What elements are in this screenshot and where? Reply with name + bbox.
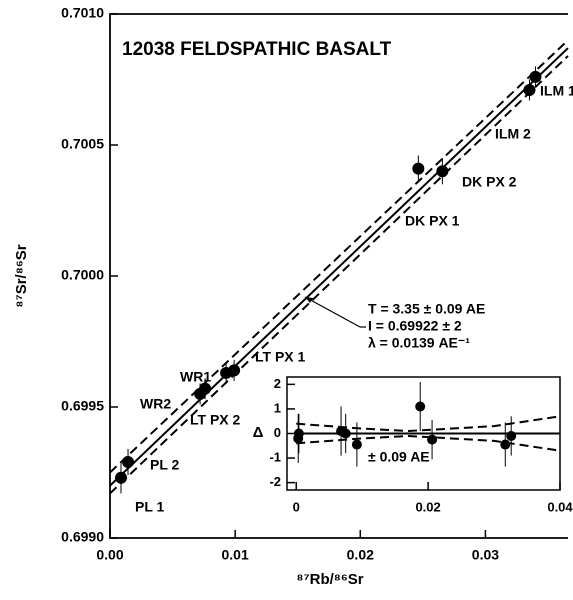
data-point	[427, 434, 438, 445]
x-tick-label: 0.03	[472, 547, 499, 563]
point-label: ILM 2	[495, 126, 531, 142]
point-label: WR1	[180, 369, 211, 385]
point-label: WR2	[140, 396, 171, 412]
x-tick-label: 0.04	[547, 499, 573, 514]
x-tick-label: 0.02	[347, 547, 374, 563]
data-point	[228, 364, 241, 377]
data-point	[340, 428, 351, 439]
point-label: PL 2	[150, 457, 180, 473]
data-point	[500, 439, 511, 450]
data-point	[523, 83, 536, 96]
point-label: PL 1	[135, 499, 165, 515]
fit-line	[109, 47, 569, 487]
x-tick-label: 0.01	[222, 547, 249, 563]
x-tick-label: 0	[293, 499, 300, 514]
x-tick-label: 0.02	[415, 499, 440, 514]
annotation: I = 0.69922 ± 2	[368, 318, 462, 334]
x-tick-label: 0.00	[96, 547, 123, 563]
data-point	[199, 382, 212, 395]
point-label: DK PX 1	[405, 213, 460, 229]
y-tick-label: 0.7005	[61, 136, 104, 152]
point-label: LT PX 1	[255, 349, 306, 365]
point-label: LT PX 2	[190, 412, 241, 428]
fit-line	[109, 55, 569, 495]
y-axis-label: Δ	[253, 424, 264, 441]
y-tick-label: 2	[274, 376, 281, 391]
chart-title: 12038 FELDSPATHIC BASALT	[122, 39, 392, 60]
point-label: DK PX 2	[462, 174, 517, 190]
fit-line	[109, 39, 569, 474]
data-point	[436, 165, 449, 178]
data-point	[412, 162, 425, 175]
annotation-leader	[304, 296, 361, 328]
y-axis-label: ⁸⁷Sr/⁸⁶Sr	[13, 244, 30, 307]
data-point	[506, 430, 517, 441]
y-tick-label: -1	[269, 450, 281, 465]
data-point	[122, 456, 135, 469]
y-tick-label: -2	[269, 474, 281, 489]
y-tick-label: 1	[274, 400, 281, 415]
y-tick-label: 0.7000	[61, 267, 104, 283]
y-tick-label: 0.6995	[61, 398, 104, 414]
x-axis-label: ⁸⁷Rb/⁸⁶Sr	[296, 571, 363, 588]
data-point	[529, 70, 542, 83]
data-point	[115, 471, 128, 484]
annotation: λ = 0.0139 AE⁻¹	[368, 335, 470, 351]
data-point	[293, 428, 304, 439]
y-tick-label: 0.6990	[61, 529, 104, 545]
annotation: T = 3.35 ± 0.09 AE	[368, 301, 485, 317]
y-tick-label: 0.7010	[61, 5, 104, 21]
fit-line	[296, 434, 561, 452]
point-label: ILM 1	[540, 83, 573, 99]
data-point	[415, 401, 426, 412]
data-point	[351, 439, 362, 450]
annotation: ± 0.09 AE	[368, 449, 430, 465]
y-tick-label: 0	[274, 425, 281, 440]
